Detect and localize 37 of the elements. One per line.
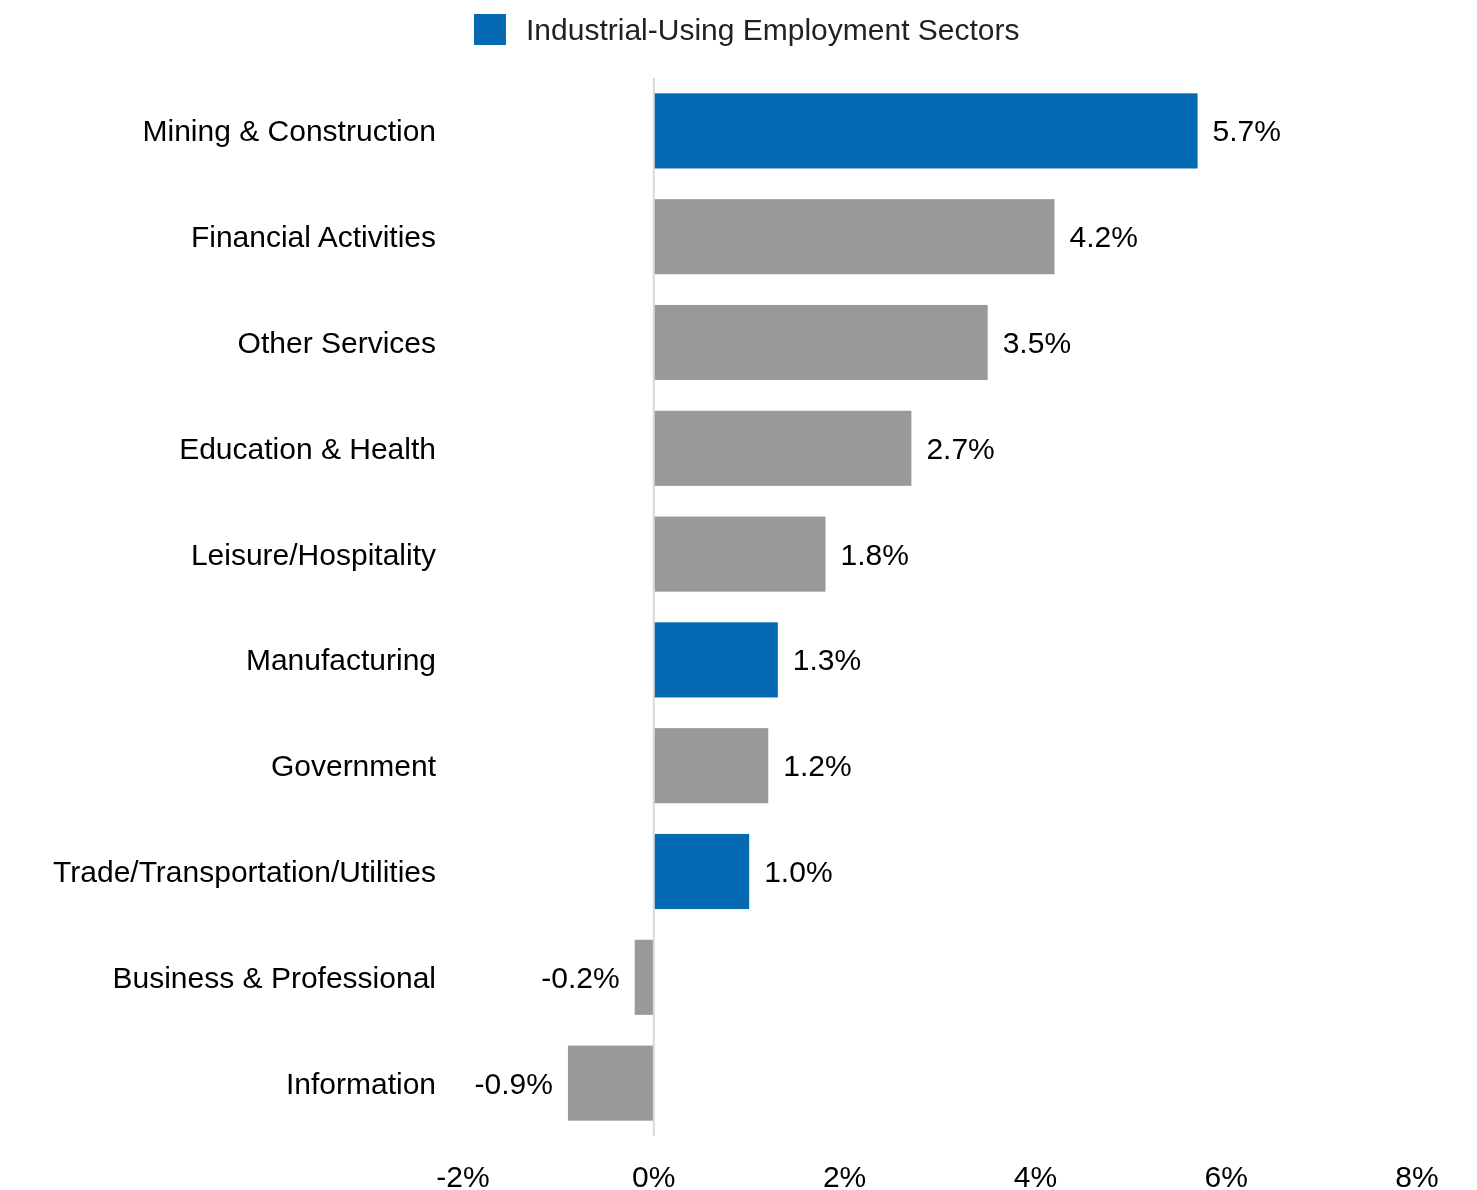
- y-tick-label: Education & Health: [179, 431, 436, 465]
- data-label: 1.2%: [783, 749, 852, 783]
- y-tick-label: Government: [270, 749, 437, 783]
- data-label: -0.2%: [541, 960, 620, 994]
- bar: [653, 728, 769, 804]
- data-label: 3.5%: [1002, 326, 1072, 359]
- data-label: -0.9%: [474, 1066, 553, 1100]
- data-label: 1.3%: [792, 643, 862, 677]
- bar: [653, 304, 988, 381]
- y-tick-label: Trade/Transportation/Utilities: [53, 855, 436, 888]
- data-label: 1.8%: [840, 537, 909, 571]
- legend-label: Industrial-Using Employment Sectors: [526, 12, 1020, 46]
- x-tick-label: 2%: [822, 1159, 867, 1190]
- bar: [653, 199, 1055, 275]
- x-tick-label: 8%: [1395, 1159, 1439, 1190]
- bar: [653, 410, 912, 486]
- bar: [653, 622, 778, 698]
- y-tick-label: Mining & Construction: [142, 114, 436, 148]
- bar: [653, 833, 750, 910]
- y-tick-label: Manufacturing: [245, 643, 436, 677]
- data-label: 4.2%: [1069, 220, 1138, 254]
- y-tick-label: Financial Activities: [190, 220, 436, 254]
- data-label: 2.7%: [926, 431, 995, 465]
- data-label: 1.0%: [764, 855, 833, 888]
- y-tick-label: Leisure/Hospitality: [190, 537, 436, 571]
- y-tick-label: Information: [285, 1066, 436, 1100]
- x-tick-label: 4%: [1013, 1159, 1058, 1190]
- data-label: 5.7%: [1212, 114, 1281, 148]
- y-tick-label: Business & Professional: [112, 960, 436, 994]
- bar: [634, 939, 654, 1015]
- bar: [567, 1045, 654, 1121]
- bar: [653, 93, 1198, 169]
- x-tick-label: -2%: [436, 1159, 490, 1190]
- x-tick-label: 0%: [632, 1159, 676, 1190]
- x-tick-label: 6%: [1204, 1159, 1248, 1190]
- bar: [653, 516, 826, 592]
- y-tick-label: Other Services: [237, 326, 436, 359]
